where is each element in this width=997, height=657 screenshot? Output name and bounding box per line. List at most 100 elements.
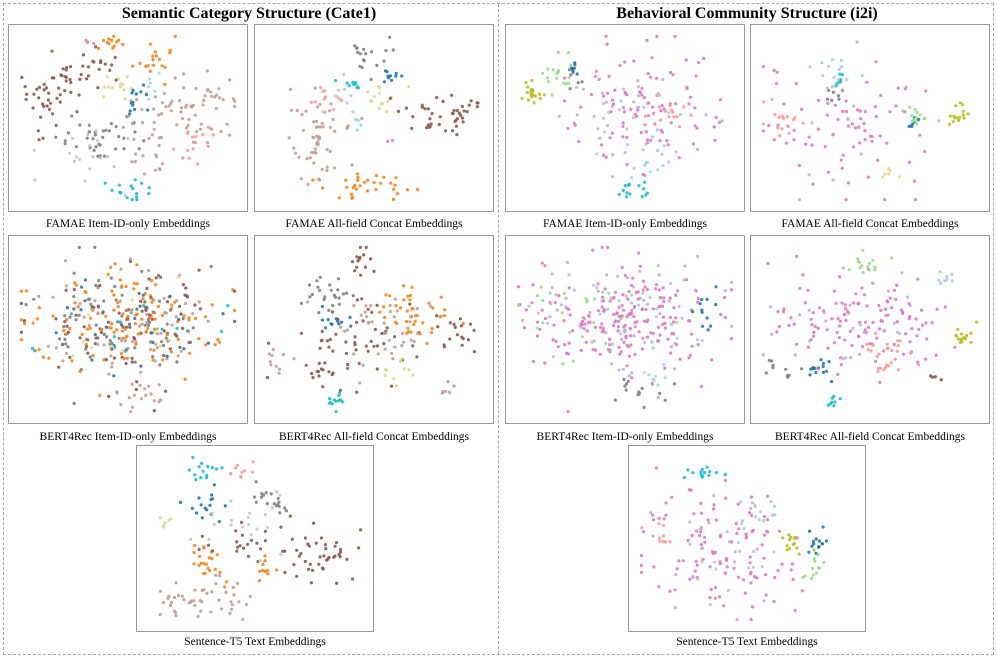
scatter-point-pink — [893, 288, 897, 292]
scatter-point-tan — [306, 300, 310, 304]
scatter-point-brown — [246, 542, 250, 546]
scatter-point-tan — [271, 348, 275, 352]
scatter-point-brown — [154, 276, 158, 280]
scatter-point-gray — [642, 405, 646, 409]
scatter-point-tan — [96, 286, 100, 290]
scatter-point-olive — [954, 104, 958, 108]
scatter-point-pink — [772, 68, 776, 73]
scatter-point-orange — [358, 184, 362, 188]
scatter-point-lightgray — [278, 493, 282, 497]
scatter-point-blue — [168, 294, 172, 299]
scatter-point-lightolive — [386, 99, 390, 103]
scatter-point-purple — [696, 577, 700, 581]
scatter-point-pink — [531, 283, 535, 287]
scatter-point-lightgreen — [814, 571, 818, 575]
scatter-point-orange — [378, 310, 382, 314]
scatter-point-brown — [173, 332, 177, 336]
scatter-point-lightgray — [88, 144, 92, 148]
scatter-point-orange — [109, 265, 113, 269]
scatter-point-gray — [33, 349, 37, 353]
scatter-point-brown — [359, 528, 363, 532]
scatter-point-pink — [612, 312, 616, 317]
scatter-point-brown — [297, 554, 301, 558]
scatter-point-pink — [638, 90, 643, 95]
scatter-point-brown — [372, 344, 376, 348]
scatter-point-brown — [263, 539, 267, 543]
scatter-point-tan — [315, 105, 320, 109]
scatter-point-pink — [776, 310, 780, 314]
scatter-point-pink — [870, 139, 874, 143]
scatter-point-brown — [355, 298, 359, 302]
scatter-point-pink — [862, 121, 866, 126]
scatter-point-cyan — [328, 397, 332, 401]
scatter-point-orange — [153, 327, 157, 331]
scatter-point-pink — [775, 70, 779, 74]
scatter-point-brown — [428, 117, 432, 121]
scatter-point-tan — [174, 614, 178, 618]
scatter-point-blue — [698, 302, 702, 306]
scatter-point-gray — [181, 317, 185, 321]
scatter-point-pink — [641, 336, 645, 340]
scatter-point-pink — [775, 330, 779, 334]
scatter-point-lightolive — [130, 298, 134, 302]
scatter-point-salmon — [884, 363, 889, 367]
scatter-point-pink — [645, 38, 649, 43]
scatter-point-orange — [391, 197, 396, 201]
scatter-point-purple — [624, 294, 628, 298]
scatter-point-salmon — [668, 104, 672, 108]
scatter-point-orange — [104, 314, 108, 318]
scatter-point-orange — [24, 289, 29, 293]
scatter-point-tan — [54, 346, 59, 350]
scatter-point-cyan — [621, 188, 625, 193]
scatter-point-pink — [645, 288, 650, 292]
scatter-point-blue — [824, 369, 829, 373]
scatter-point-tan — [131, 122, 135, 126]
scatter-point-cyan — [699, 470, 703, 474]
scatter-point-pink — [693, 569, 697, 573]
scatter-point-blue — [320, 304, 324, 309]
scatter-point-brown — [323, 361, 327, 365]
scatter-point-cyan — [334, 410, 338, 414]
scatter-point-lightblue — [642, 340, 647, 345]
scatter-point-lightgreen — [548, 291, 552, 295]
scatter-point-purple — [656, 264, 660, 268]
scatter-point-purple — [656, 396, 660, 400]
scatter-point-lightblue — [680, 316, 684, 320]
scatter-point-pink — [762, 533, 767, 537]
scatter-point-lightgreen — [813, 559, 817, 563]
scatter-point-pink — [563, 76, 567, 80]
scatter-point-orange — [76, 305, 80, 309]
scatter-point-brown — [132, 336, 136, 340]
scatter-point-pink — [792, 128, 796, 132]
scatter-point-purple — [645, 302, 650, 306]
scatter-point-orange — [215, 553, 219, 557]
scatter-point-pink — [836, 117, 840, 122]
scatter-point-gray — [101, 135, 105, 139]
scatter-point-tan — [152, 127, 156, 131]
scatter-point-pink — [699, 501, 703, 505]
scatter-point-orange — [131, 64, 135, 68]
scatter-point-brown — [94, 45, 98, 49]
scatter-point-pink — [659, 109, 663, 113]
scatter-point-brown — [295, 548, 299, 552]
scatter-point-lightcyan — [147, 97, 151, 101]
scatter-point-purple — [642, 298, 646, 303]
scatter-point-orange — [206, 566, 210, 570]
scatter-point-pink — [764, 573, 768, 577]
scatter-point-tan — [157, 167, 161, 171]
scatter-point-pink — [714, 115, 718, 119]
scatter-point-gray — [351, 294, 355, 298]
scatter-point-lightgray — [714, 567, 718, 571]
scatter-point-purple — [658, 312, 662, 316]
scatter-point-blue — [130, 91, 134, 95]
scatter-point-brown — [460, 104, 464, 109]
scatter-point-orange — [68, 326, 72, 331]
scatter-point-brown — [86, 65, 90, 69]
scatter-point-brown — [469, 99, 473, 103]
scatter-point-lightgreen — [811, 573, 815, 577]
scatter-point-lightgray — [335, 95, 339, 99]
scatter-point-pink — [833, 341, 837, 345]
scatter-point-lightgray — [72, 159, 76, 163]
scatter-i2i-bert-all — [761, 248, 979, 408]
scatter-point-purple — [592, 114, 596, 118]
